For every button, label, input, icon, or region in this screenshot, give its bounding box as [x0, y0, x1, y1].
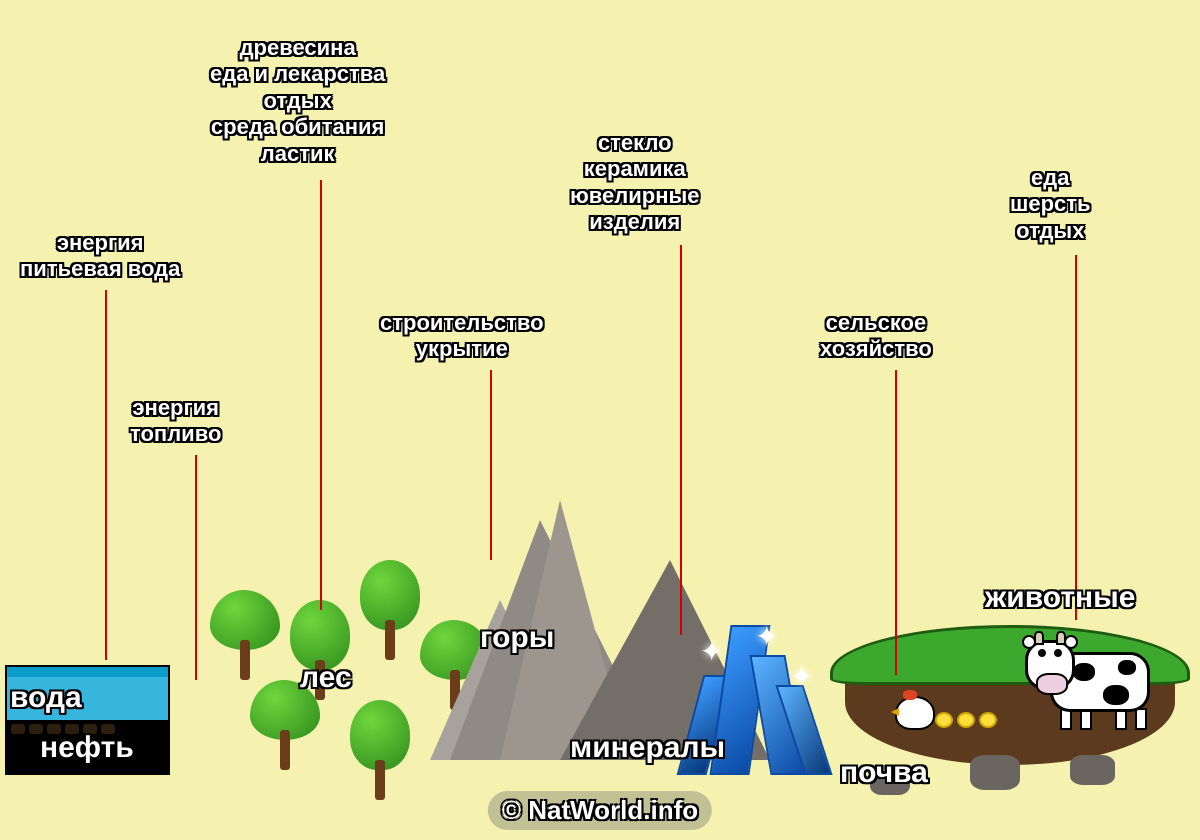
connector-minerals: [680, 245, 682, 635]
uses-water: энергия питьевая вода: [20, 230, 180, 283]
uses-oil: энергия топливо: [130, 395, 221, 448]
category-soil: почва: [840, 755, 928, 791]
connector-soil: [895, 370, 897, 675]
connector-water: [105, 290, 107, 660]
chicks-icon: [935, 712, 1005, 732]
category-forest: лес: [300, 660, 352, 696]
uses-minerals: стекло керамика ювелирные изделия: [570, 130, 700, 236]
category-oil: нефть: [40, 730, 134, 766]
cow-icon: [1040, 630, 1170, 730]
connector-oil: [195, 455, 197, 680]
connector-animals: [1075, 255, 1077, 620]
uses-animals: еда шерсть отдых: [1010, 165, 1091, 244]
uses-forest: древесина еда и лекарства отдых среда об…: [210, 35, 385, 167]
connector-mountains: [490, 370, 492, 560]
category-animals: животные: [985, 580, 1135, 616]
uses-mountains: строительство укрытие: [380, 310, 544, 363]
hen-icon: [895, 696, 935, 730]
watermark: © NatWorld.info: [488, 791, 712, 830]
category-mountains: горы: [480, 620, 554, 656]
connector-forest: [320, 180, 322, 610]
uses-soil: сельское хозяйство: [820, 310, 932, 363]
category-water: вода: [10, 680, 82, 716]
category-minerals: минералы: [570, 730, 725, 766]
